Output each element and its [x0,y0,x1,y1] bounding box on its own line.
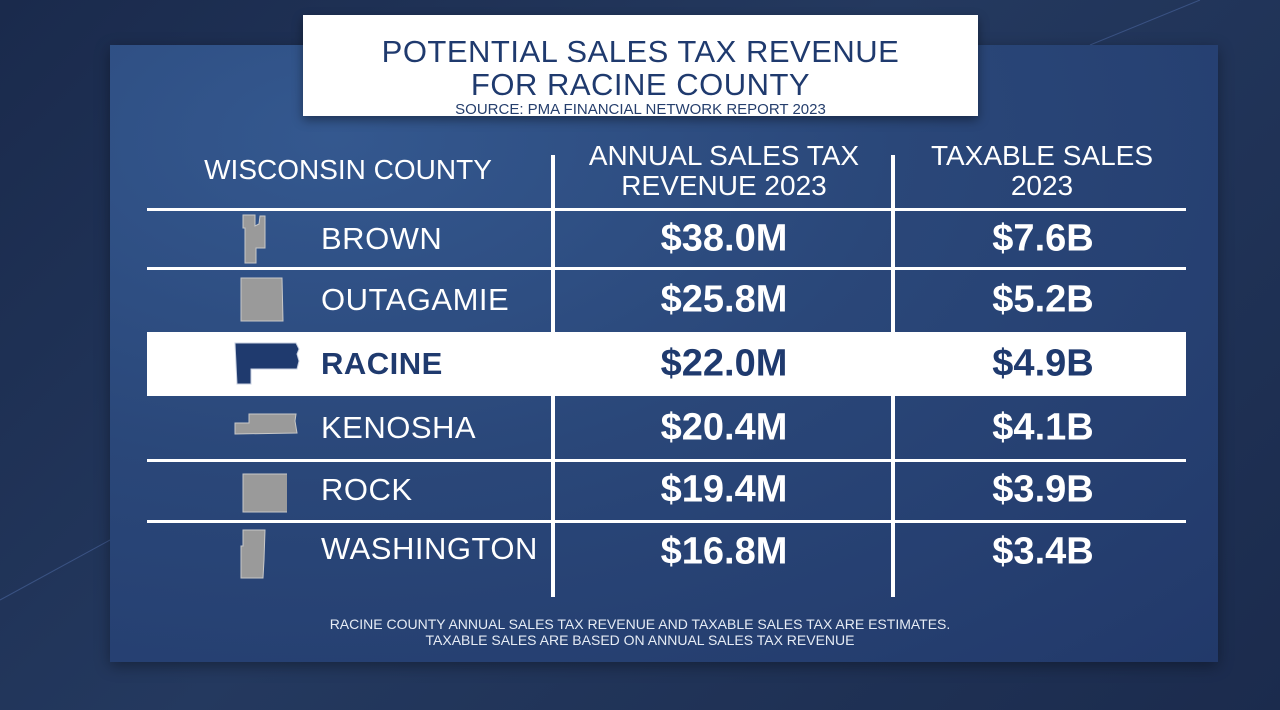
revenue-value: $19.4M [660,468,788,511]
row-divider [147,520,1186,523]
county-name: ROCK [321,472,413,507]
row-divider [147,208,1186,211]
table-row-washington: WASHINGTON $16.8M $3.4B [147,522,1186,582]
taxable-value: $3.4B [992,530,1094,573]
revenue-value: $16.8M [660,530,788,573]
outagamie-county-shape-icon [240,277,284,322]
header-county: WISCONSIN COUNTY [147,155,549,185]
column-divider [891,155,895,597]
highlight-row-background [147,332,1186,396]
taxable-value: $5.2B [992,278,1094,321]
washington-county-shape-icon [240,529,266,579]
county-name: OUTAGAMIE [321,282,510,317]
header-revenue-line1: ANNUAL SALES TAX [588,140,860,171]
title-line-2: FOR RACINE COUNTY [470,67,811,102]
county-name: WASHINGTON [321,531,538,566]
revenue-value: $25.8M [660,278,788,321]
header-county-text: WISCONSIN COUNTY [204,154,492,185]
header-taxable: TAXABLE SALES 2023 [897,141,1187,201]
racine-county-shape-icon [234,342,300,385]
footnote-line-1: RACINE COUNTY ANNUAL SALES TAX REVENUE A… [329,616,951,632]
header-taxable-line1: TAXABLE SALES [930,140,1154,171]
header-revenue: ANNUAL SALES TAX REVENUE 2023 [557,141,891,201]
table-row-outagamie: OUTAGAMIE $25.8M $5.2B [147,270,1186,330]
taxable-value: $3.9B [992,468,1094,511]
table-row-rock: ROCK $19.4M $3.9B [147,460,1186,520]
header-revenue-line2: REVENUE 2023 [621,170,827,201]
title-line-1: POTENTIAL SALES TAX REVENUE [381,34,900,69]
taxable-value: $4.1B [992,406,1094,449]
revenue-value: $38.0M [660,217,788,260]
taxable-value: $7.6B [992,217,1094,260]
revenue-value: $20.4M [660,406,788,449]
row-divider [147,459,1186,462]
revenue-value: $22.0M [660,342,788,385]
divider-cover [547,332,559,396]
kenosha-county-shape-icon [234,413,298,435]
source-line: SOURCE: PMA FINANCIAL NETWORK REPORT 202… [455,101,826,118]
header-taxable-line2: 2023 [1010,170,1074,201]
county-name: RACINE [321,346,443,381]
brown-county-shape-icon [242,214,266,264]
taxable-value: $4.9B [992,342,1094,385]
footnote-line-2: TAXABLE SALES ARE BASED ON ANNUAL SALES … [425,632,855,648]
table-row-kenosha: KENOSHA $20.4M $4.1B [147,398,1186,458]
title-box: POTENTIAL SALES TAX REVENUE FOR RACINE C… [303,15,978,118]
row-divider [147,267,1186,270]
county-name: KENOSHA [321,410,477,445]
table-row-racine-highlighted: RACINE $22.0M $4.9B [147,334,1186,394]
rock-county-shape-icon [242,473,287,513]
county-name: BROWN [321,221,443,256]
table-row-brown: BROWN $38.0M $7.6B [147,209,1186,269]
